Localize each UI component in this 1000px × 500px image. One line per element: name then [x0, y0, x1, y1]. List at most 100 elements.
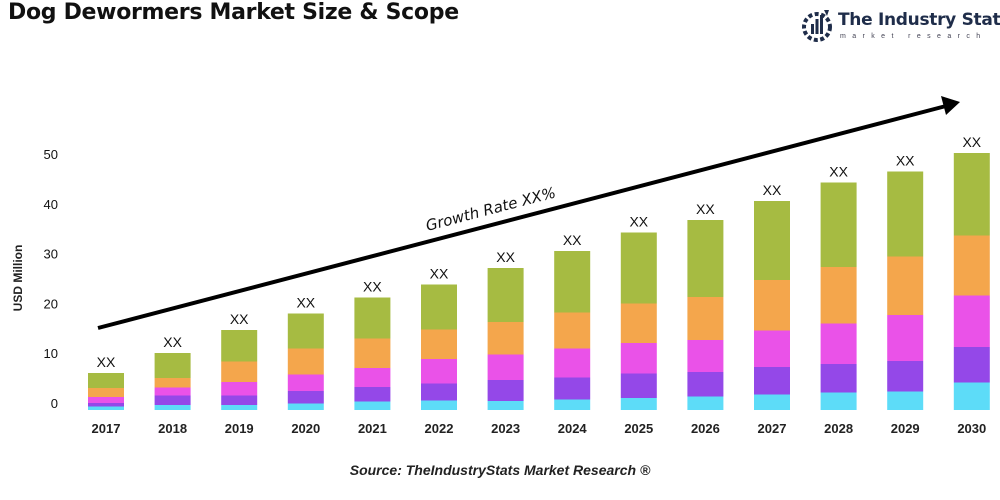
bar-2022: XX [421, 266, 457, 410]
bar-segment [221, 330, 258, 362]
y-tick-label: 40 [44, 197, 58, 212]
bar-2018: XX [154, 334, 191, 410]
bar-segment [88, 373, 124, 388]
bar-2028: XX [820, 164, 857, 410]
bar-segment [88, 388, 124, 397]
bar-value-label: XX [763, 182, 782, 198]
bar-segment [687, 340, 724, 372]
bar-2027: XX [754, 182, 790, 410]
bar-segment [487, 380, 524, 401]
bar-2021: XX [354, 279, 391, 410]
bar-segment [421, 284, 457, 330]
bar-value-label: XX [563, 232, 582, 248]
bar-segment [487, 401, 524, 410]
bar-value-label: XX [363, 279, 382, 295]
bar-segment [487, 354, 524, 380]
bar-segment [421, 383, 457, 401]
y-tick-label: 50 [44, 147, 58, 162]
bar-segment [287, 374, 324, 391]
bar-segment [354, 297, 391, 339]
bar-value-label: XX [296, 295, 315, 311]
bar-segment [820, 267, 857, 324]
bar-segment [620, 373, 657, 398]
bar-2030: XX [953, 134, 990, 410]
bar-value-label: XX [962, 134, 981, 150]
bar-value-label: XX [829, 164, 848, 180]
gear-chart-icon [802, 10, 832, 42]
y-tick-label: 10 [44, 346, 58, 361]
x-tick-label: 2028 [824, 421, 853, 436]
x-tick-label: 2019 [225, 421, 254, 436]
bar-segment [687, 396, 724, 410]
bar-segment [953, 347, 990, 383]
bar-segment [687, 220, 724, 297]
bar-value-label: XX [896, 153, 915, 169]
bar-segment [88, 403, 124, 407]
bar-segment [887, 256, 924, 315]
logo: The Industry Stats market research [800, 6, 1000, 46]
x-tick-label: 2030 [957, 421, 986, 436]
bar-segment [287, 313, 324, 349]
bar-segment [354, 368, 391, 387]
bar-segment [953, 295, 990, 347]
bar-segment [287, 391, 324, 404]
bar-value-label: XX [97, 354, 116, 370]
bar-segment [820, 323, 857, 364]
bar-value-label: XX [696, 201, 715, 217]
bar-2029: XX [887, 153, 924, 410]
bar-segment [554, 251, 591, 313]
bar-segment [221, 405, 258, 410]
y-tick-label: 30 [44, 247, 58, 262]
y-axis-label: USD Million [11, 245, 25, 312]
bar-value-label: XX [163, 334, 182, 350]
bar-segment [887, 171, 924, 257]
bar-value-label: XX [496, 249, 515, 265]
bar-segment [154, 405, 191, 410]
y-tick-label: 20 [44, 296, 58, 311]
bar-segment [154, 378, 191, 388]
logo-name: The Industry Stats [838, 10, 1000, 30]
bar-segment [554, 312, 591, 349]
bar-segment [554, 348, 591, 378]
bar-2023: XX [487, 249, 524, 410]
bar-segment [287, 348, 324, 375]
bar-segment [354, 387, 391, 402]
bar-segment [421, 359, 457, 384]
bar-segment [953, 153, 990, 236]
bar-value-label: XX [230, 311, 249, 327]
bar-segment [287, 403, 324, 410]
bar-2017: XX [88, 354, 124, 410]
bar-segment [620, 398, 657, 410]
bar-segment [487, 268, 524, 322]
bar-segment [687, 372, 724, 397]
bar-segment [887, 315, 924, 361]
bar-segment [620, 343, 657, 374]
bar-segment [620, 303, 657, 343]
bar-segment [354, 338, 391, 368]
x-tick-label: 2018 [158, 421, 187, 436]
bar-segment [88, 397, 124, 403]
bar-2025: XX [620, 214, 657, 410]
x-tick-label: 2022 [425, 421, 454, 436]
x-tick-label: 2025 [624, 421, 653, 436]
bar-segment [221, 382, 258, 396]
x-tick-label: 2023 [491, 421, 520, 436]
page-title: Dog Dewormers Market Size & Scope [8, 0, 459, 25]
bar-segment [754, 394, 790, 410]
x-tick-label: 2021 [358, 421, 387, 436]
source-note: Source: TheIndustryStats Market Research… [349, 462, 651, 478]
x-tick-label: 2027 [758, 421, 787, 436]
bar-segment [953, 235, 990, 296]
bar-segment [887, 391, 924, 410]
bar-segment [754, 201, 790, 280]
x-tick-label: 2029 [891, 421, 920, 436]
bar-segment [221, 395, 258, 405]
bar-2020: XX [287, 295, 324, 410]
bar-value-label: XX [430, 266, 449, 282]
bar-segment [754, 330, 790, 367]
x-tick-label: 2017 [92, 421, 121, 436]
bar-segment [820, 392, 857, 410]
bar-segment [820, 364, 857, 393]
growth-arrow [97, 96, 960, 330]
